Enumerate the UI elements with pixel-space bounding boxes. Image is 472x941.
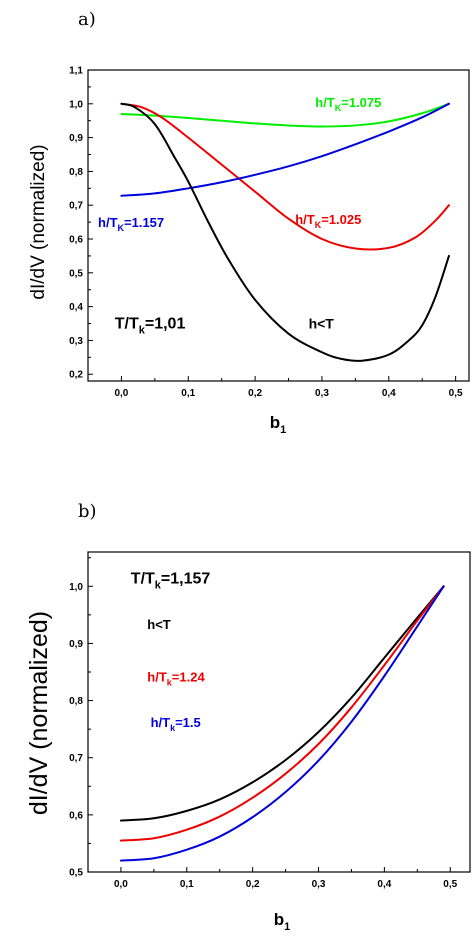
panel-b-plot-frame xyxy=(87,551,471,873)
panel-b-ylabel: dI/dV (normalized) xyxy=(25,611,53,815)
panel-b-ytick-label: 0,5 xyxy=(69,868,83,879)
panel-a-annotation-1: h/TK=1.075 xyxy=(315,95,381,113)
panel-b-xlabel-sub: 1 xyxy=(284,921,290,933)
panel-b-xtick-label: 0,4 xyxy=(377,879,391,890)
panel-b-annotation-3: h/Tk=1.24 xyxy=(147,670,205,688)
panel-b-xtick-label: 0,2 xyxy=(246,879,260,890)
panel-a-xlabel: b1 xyxy=(270,413,287,436)
panel-b-annotation-2: h<T xyxy=(147,617,171,632)
panel-a-series-line-1 xyxy=(120,102,450,128)
panel-a-xlabel-sub: 1 xyxy=(280,424,286,436)
panel-a-series-line-4 xyxy=(120,102,450,362)
panel-b-ytick-label: 0,6 xyxy=(69,810,83,821)
panel-a-ylabel: dI/dV (normalized) xyxy=(28,144,49,299)
panel-a-xtick-label: 0,1 xyxy=(181,388,195,399)
panel-a-xtick-label: 0,0 xyxy=(114,388,128,399)
panel-a-series-line-2 xyxy=(120,102,450,251)
panel-a-xtick-label: 0,5 xyxy=(449,388,463,399)
panel-a-ytick-label: 1,0 xyxy=(69,99,83,110)
panel-b-series-line-2 xyxy=(119,585,445,842)
panel-b-xlabel-main: b xyxy=(274,910,284,929)
panel-b-annotation-1: T/Tk=1,157 xyxy=(131,570,211,591)
panel-a-ytick-label: 0,7 xyxy=(69,201,83,212)
panel-a-series-line-3 xyxy=(120,102,450,197)
panel-b-annotation-4: h/Tk=1.5 xyxy=(151,715,201,733)
panel-a-ytick-label: 0,4 xyxy=(69,302,83,313)
panel-a-ytick-label: 0,3 xyxy=(69,336,83,347)
panel-b-ytick-label: 0,8 xyxy=(69,696,83,707)
panel-a-letter: a) xyxy=(78,9,96,30)
panel-a-xtick-label: 0,3 xyxy=(315,388,329,399)
panel-a-ytick-label: 0,8 xyxy=(69,167,83,178)
panel-a-annotation-2: h/TK=1.025 xyxy=(295,212,361,230)
panel-a-xtick-label: 0,2 xyxy=(248,388,262,399)
panel-a: 0,0 0,1 0,2 0,3 0,4 0,5 0,2 0,3 0,4 0,5 0,6 0,7 0,8 0… xyxy=(69,66,470,399)
panel-a-xlabel-main: b xyxy=(270,413,280,432)
panel-a-annotation-3: h/TK=1.157 xyxy=(98,215,164,233)
panel-b-ytick-label: 0,9 xyxy=(69,639,83,650)
panel-a-ytick-label: 0,2 xyxy=(69,370,83,381)
panel-a-ytick-label: 0,5 xyxy=(69,268,83,279)
panel-a-ytick-label: 0,6 xyxy=(69,235,83,246)
panel-b-xtick-label: 0,5 xyxy=(443,879,457,890)
panel-b-series-line-1 xyxy=(119,585,445,822)
panel-a-annotation-5: h<T xyxy=(309,316,335,332)
panel-a-xtick-label: 0,4 xyxy=(382,388,396,399)
panel-b-xtick-label: 0,1 xyxy=(180,879,194,890)
panel-a-ytick-label: 0,9 xyxy=(69,133,83,144)
panel-b: 0,0 0,1 0,2 0,3 0,4 0,5 0,5 0,6 0,7 0,8 0,9 1,0 T/Tk… xyxy=(69,551,471,890)
panel-a-ytick-label: 1,1 xyxy=(69,66,83,77)
panel-b-ytick-label: 0,7 xyxy=(69,753,83,764)
panel-b-series-line-3 xyxy=(119,585,445,862)
panel-a-annotation-4: T/Tk=1,01 xyxy=(115,316,186,337)
panel-b-xtick-label: 0,3 xyxy=(312,879,326,890)
panel-b-xtick-label: 0,0 xyxy=(114,879,128,890)
panel-a-plot-frame xyxy=(87,69,470,382)
panel-b-ytick-label: 1,0 xyxy=(69,582,83,593)
panel-b-xlabel: b1 xyxy=(274,910,291,933)
panel-b-letter: b) xyxy=(78,501,97,522)
